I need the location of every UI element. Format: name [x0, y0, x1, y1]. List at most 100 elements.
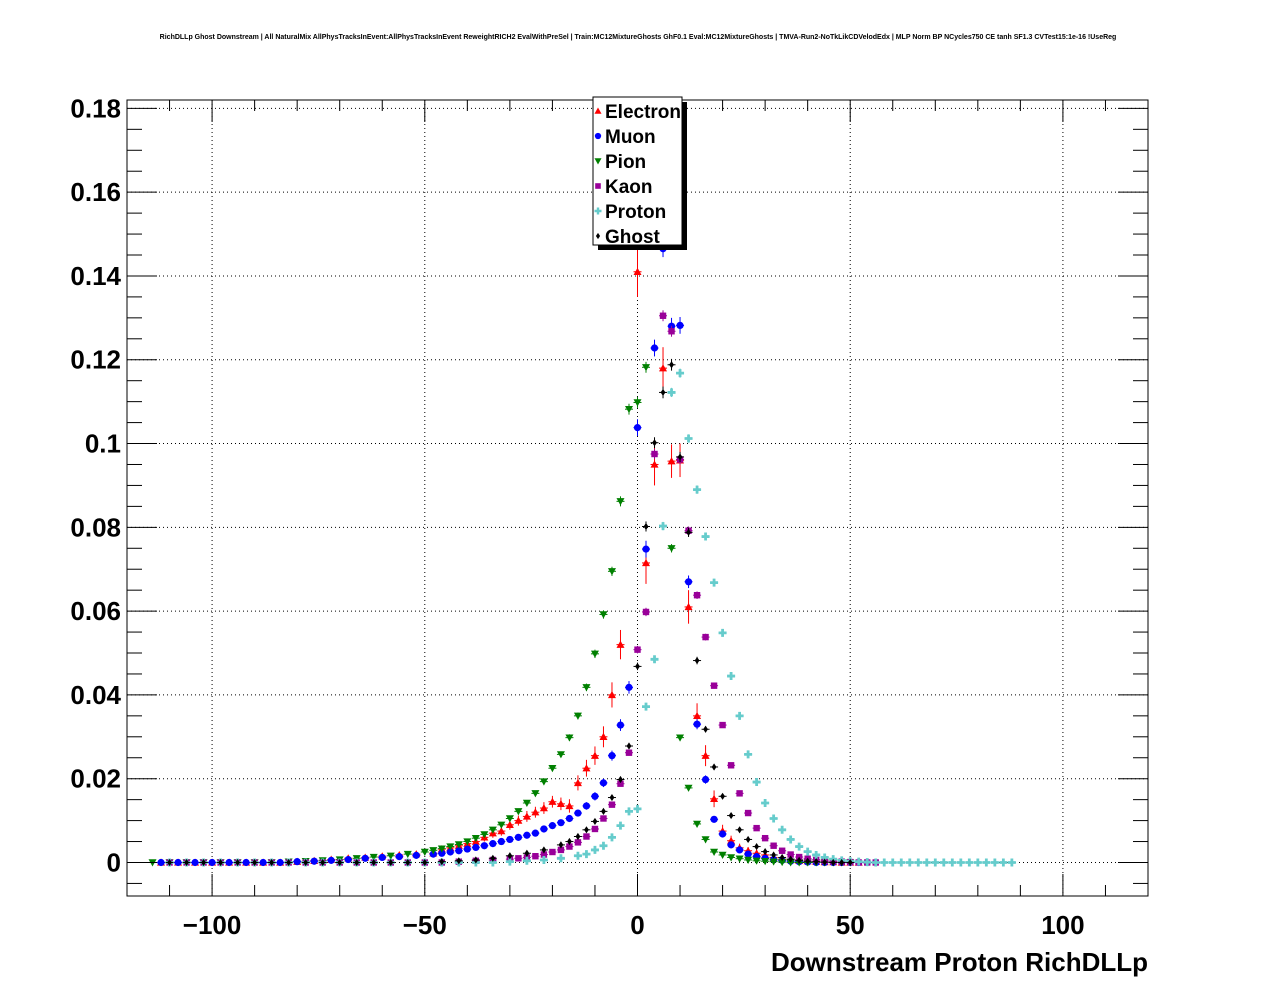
y-tick-label: 0.06: [70, 596, 121, 626]
data-point: [778, 853, 787, 862]
x-tick-label: 0: [630, 910, 644, 940]
data-point: [335, 858, 344, 867]
data-point: [965, 858, 974, 867]
legend-marker: [595, 232, 601, 240]
data-point: [522, 831, 531, 839]
data-point: [871, 858, 880, 867]
data-point: [659, 347, 668, 390]
data-point: [369, 858, 378, 867]
data-point: [437, 845, 446, 853]
data-point: [531, 806, 540, 818]
data-point: [650, 655, 659, 664]
data-point: [761, 798, 770, 807]
data-point: [539, 778, 548, 786]
data-point: [659, 521, 668, 531]
data-point: [590, 825, 599, 833]
data-point: [471, 856, 480, 864]
data-point: [642, 540, 651, 558]
legend-label: Muon: [605, 127, 656, 148]
data-point: [488, 854, 497, 862]
data-point: [931, 858, 940, 867]
data-point: [310, 857, 319, 865]
data-point: [633, 246, 642, 297]
data-point: [642, 361, 651, 373]
data-point: [454, 847, 463, 855]
data-point: [701, 775, 710, 784]
data-point: [429, 847, 438, 855]
data-point: [556, 854, 565, 863]
data-point: [718, 792, 727, 800]
data-point: [208, 858, 217, 867]
data-point: [888, 858, 897, 867]
data-point: [539, 825, 548, 833]
data-point: [727, 811, 736, 820]
tick-labels: −100 −50 0 50 100 0 0.02 0.04 0.06 0.08 0.1 0.12 0.1…: [70, 93, 1084, 940]
data-point: [556, 819, 565, 827]
legend-entry-muon: Muon: [594, 127, 656, 148]
data-point: [744, 835, 753, 844]
data-point: [633, 397, 642, 408]
data-point: [846, 858, 855, 867]
data-point: [735, 855, 744, 863]
series-ghost: [165, 358, 855, 867]
data-point: [744, 856, 753, 864]
data-point: [590, 817, 599, 826]
data-point: [616, 629, 625, 660]
data-point: [667, 358, 676, 371]
data-point: [454, 857, 463, 865]
y-tick-label: 0.16: [70, 177, 121, 207]
data-point: [616, 496, 625, 507]
data-point: [216, 858, 225, 867]
data-point: [488, 840, 497, 848]
data-point: [718, 628, 727, 637]
data-point: [863, 858, 872, 867]
legend-marker: [594, 158, 602, 165]
data-point: [174, 858, 183, 867]
data-point: [761, 847, 770, 856]
data-point: [259, 858, 268, 867]
data-point: [522, 849, 531, 857]
data-point: [693, 485, 702, 494]
data-point: [667, 387, 676, 398]
data-point: [744, 850, 753, 858]
data-point: [624, 681, 633, 694]
data-point: [539, 851, 548, 858]
data-point: [684, 784, 693, 792]
data-point: [786, 851, 795, 858]
data-point: [582, 833, 591, 840]
legend-label: Ghost: [605, 227, 661, 248]
data-point: [735, 711, 744, 720]
data-point: [599, 841, 608, 850]
data-point: [633, 419, 642, 436]
data-point: [624, 807, 633, 816]
data-point: [897, 858, 906, 867]
data-point: [505, 857, 514, 866]
y-tick-label: 0.02: [70, 764, 121, 794]
plot-title: RichDLLp Ghost Downstream | All NaturalM…: [159, 34, 1117, 41]
data-point: [735, 790, 744, 797]
data-point: [633, 804, 642, 813]
data-point: [727, 672, 736, 681]
data-point: [727, 762, 736, 769]
legend-label: Electron: [605, 102, 681, 123]
data-point: [556, 797, 565, 811]
data-point: [548, 848, 557, 856]
data-point: [642, 607, 651, 617]
data-point: [590, 649, 599, 659]
data-point: [803, 847, 812, 856]
data-point: [573, 839, 582, 846]
data-point: [514, 833, 523, 841]
data-point: [735, 826, 744, 834]
data-point: [778, 825, 787, 834]
data-point: [565, 799, 574, 813]
data-point: [922, 858, 931, 867]
y-tick-label: 0.1: [85, 429, 121, 459]
data-point: [582, 850, 591, 859]
data-point: [590, 845, 599, 854]
data-point: [880, 858, 889, 867]
legend-marker: [594, 207, 602, 215]
data-point: [710, 578, 719, 587]
data-point: [676, 734, 685, 742]
data-point: [531, 829, 540, 837]
data-point: [548, 822, 557, 830]
